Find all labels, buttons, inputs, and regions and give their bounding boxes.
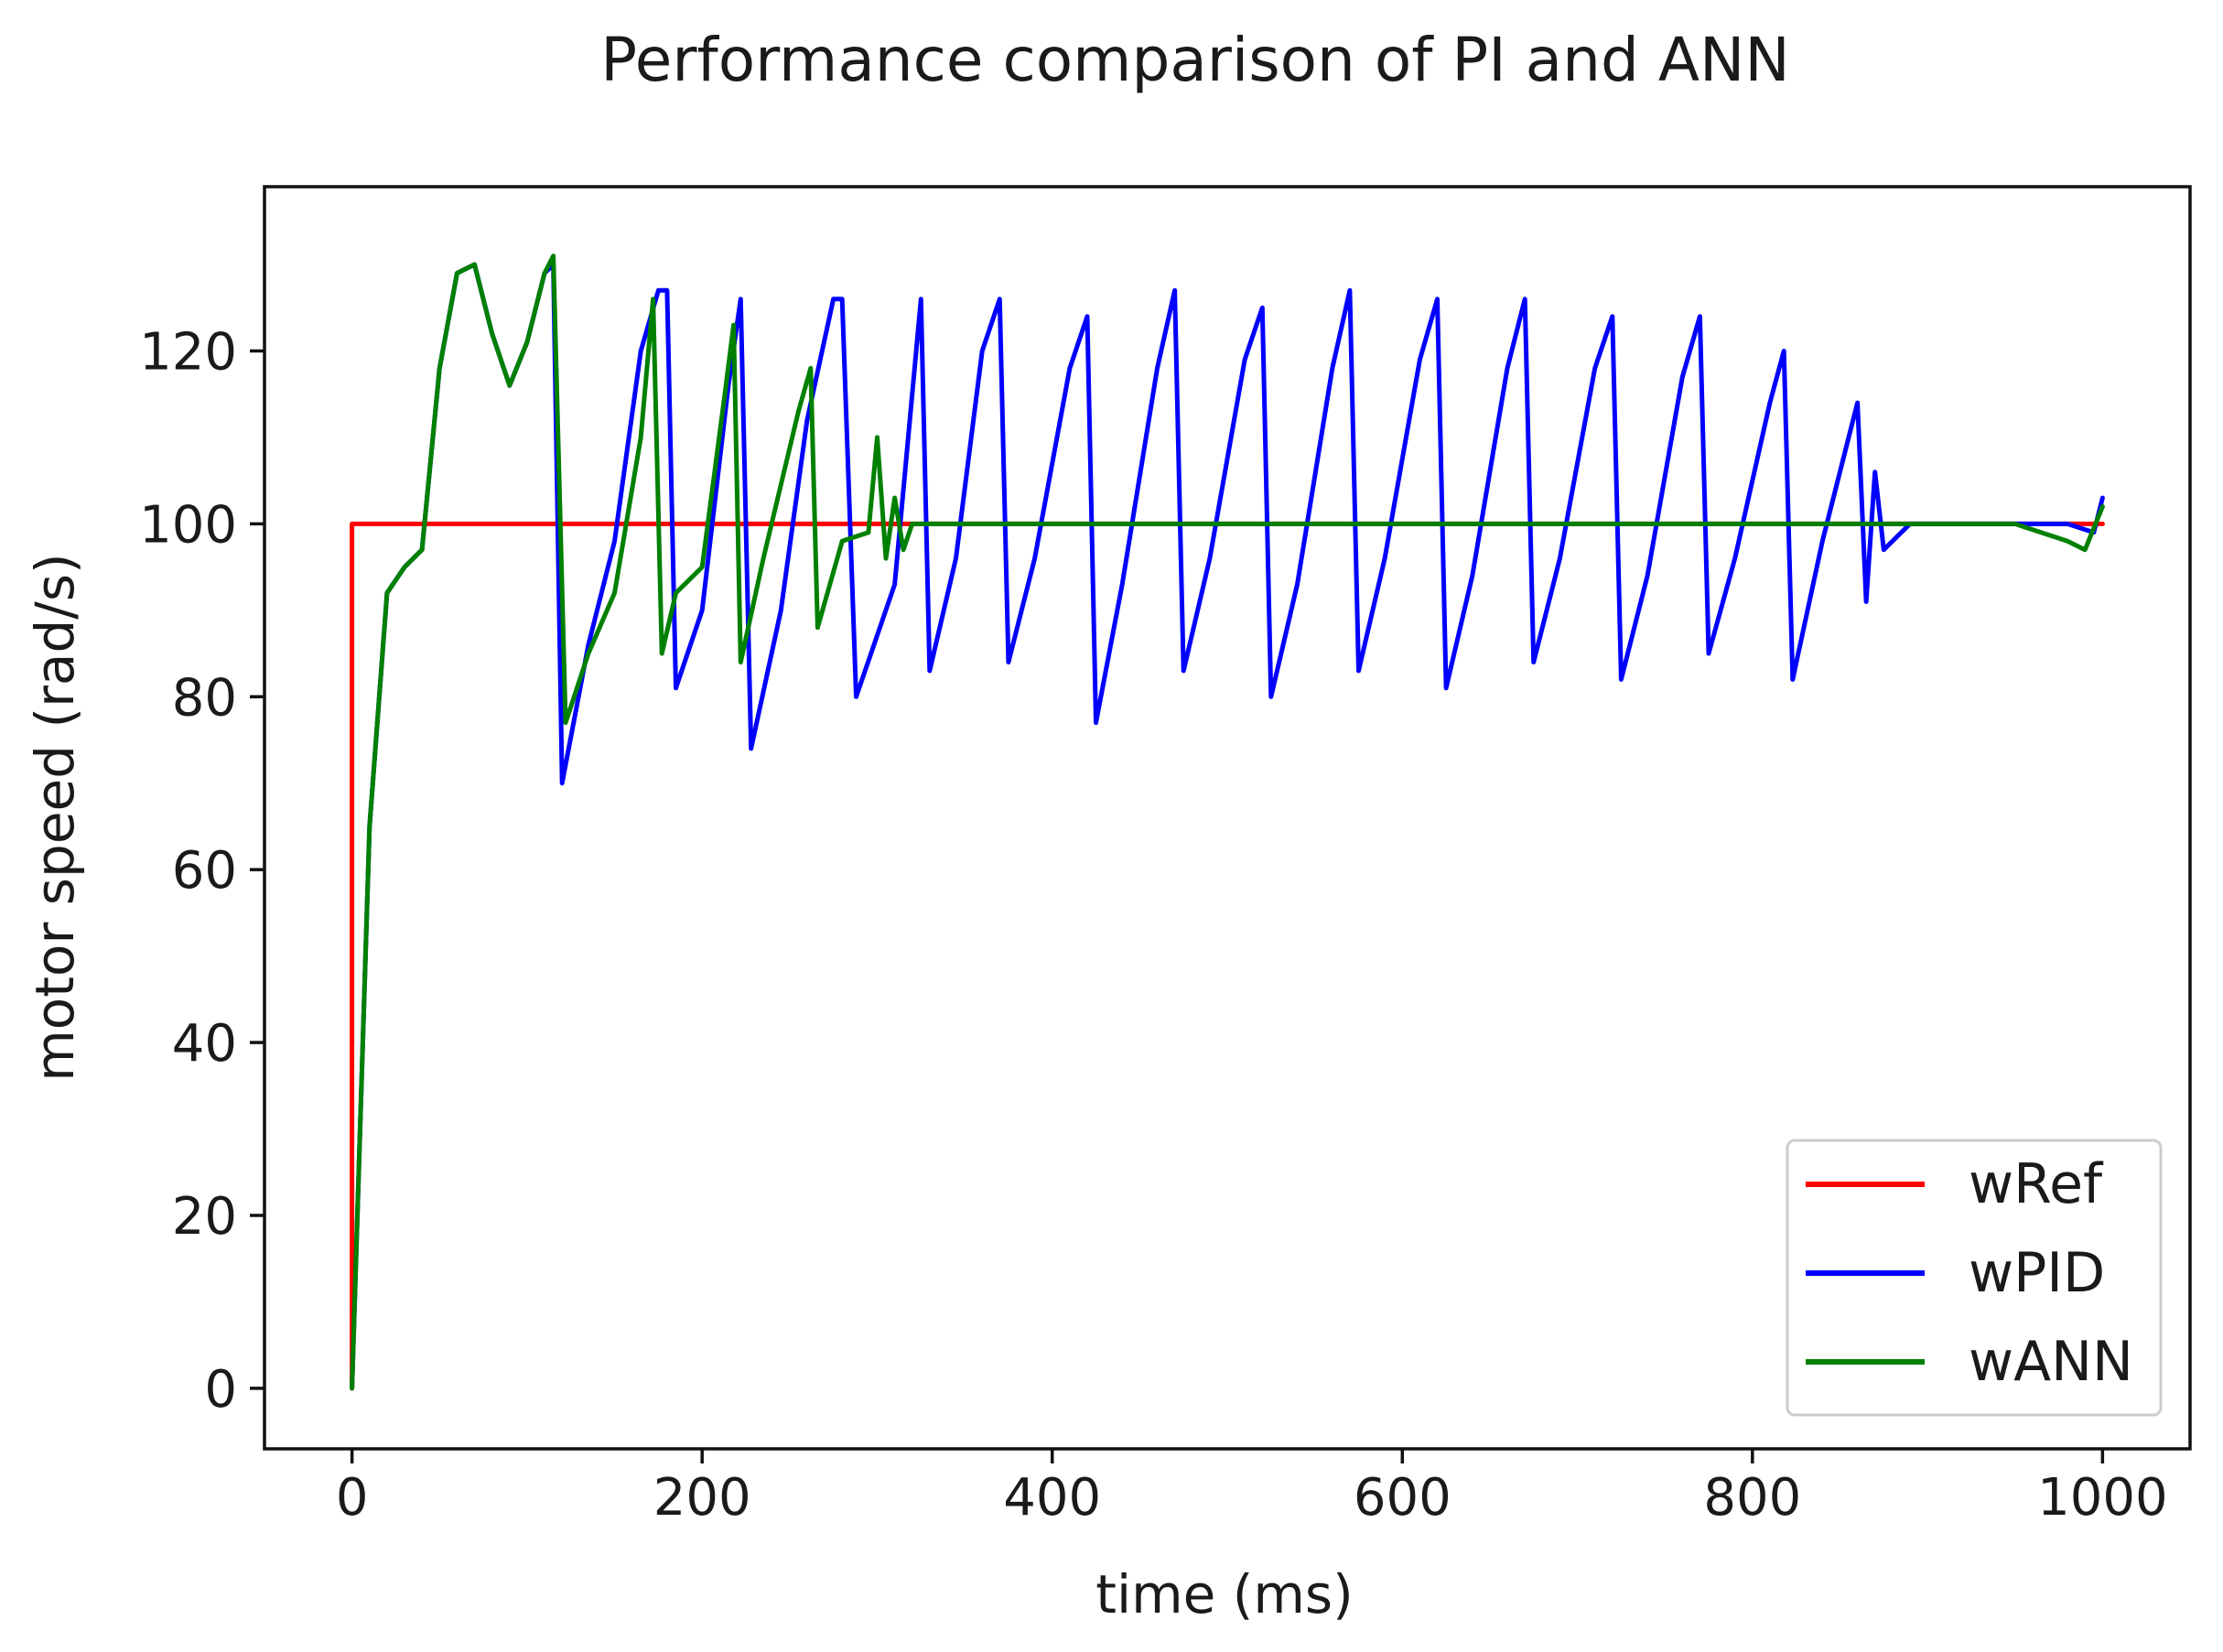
legend-label-wRef: wRef: [1969, 1152, 2104, 1216]
y-tick-label: 120: [139, 322, 237, 382]
y-axis-label: motor speed (rad/s): [24, 553, 86, 1081]
x-axis-label: time (ms): [1095, 1563, 1353, 1625]
x-tick-label: 200: [653, 1468, 751, 1528]
x-tick-label: 800: [1703, 1468, 1801, 1528]
legend-label-wPID: wPID: [1969, 1241, 2105, 1305]
y-tick-label: 0: [204, 1360, 237, 1420]
x-tick-label: 0: [336, 1468, 369, 1528]
x-tick-label: 1000: [2037, 1468, 2168, 1528]
axes: 0 200 400 600 800 1000 0 20 40 60 80 100 120: [139, 322, 2168, 1528]
y-tick-label: 80: [172, 668, 237, 728]
y-tick-label: 60: [172, 841, 237, 901]
y-tick-label: 100: [139, 495, 237, 555]
legend: wRef wPID wANN: [1786, 1139, 2163, 1417]
y-tick-label: 20: [172, 1187, 237, 1247]
plot-area: [350, 254, 2105, 1391]
x-tick-label: 600: [1354, 1468, 1451, 1528]
legend-label-wANN: wANN: [1969, 1330, 2133, 1394]
legend-box: [1786, 1139, 2163, 1417]
chart-title: Performance comparison of PI and ANN: [600, 25, 1789, 95]
axes-frame: [263, 185, 2192, 1451]
series-line-wANN: [350, 254, 2105, 1391]
y-tick-label: 40: [172, 1014, 237, 1074]
x-tick-label: 400: [1003, 1468, 1101, 1528]
